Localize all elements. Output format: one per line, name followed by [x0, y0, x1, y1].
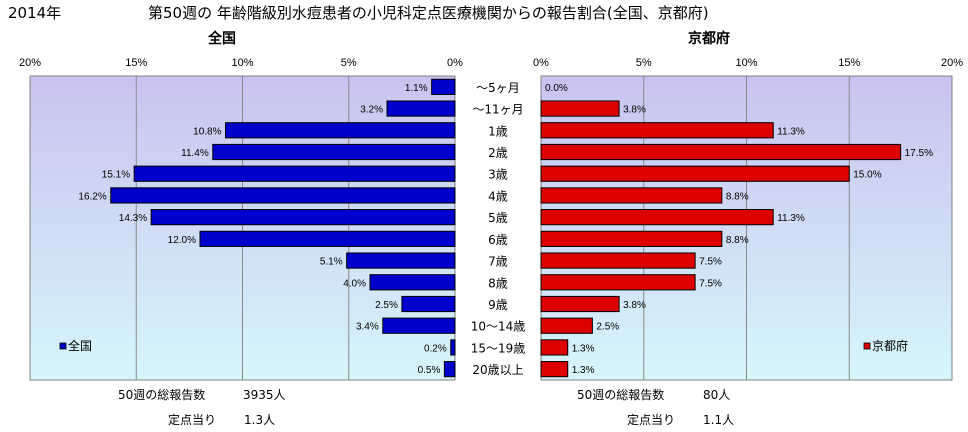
age-category-label: 20歳以上: [472, 363, 523, 377]
kyoto-data-label: 3.8%: [623, 105, 646, 116]
national-bar: [369, 274, 456, 291]
kyoto-data-label: 17.5%: [905, 148, 933, 159]
kyoto-per-value: 1.1人: [703, 413, 735, 427]
chart-year: 2014年: [8, 4, 62, 22]
kyoto-tick-label: 0%: [533, 57, 549, 69]
national-bar: [401, 295, 456, 313]
age-category-label: 6歳: [488, 233, 508, 247]
kyoto-tick-label: 10%: [735, 57, 757, 69]
kyoto-data-label: 15.0%: [853, 170, 881, 181]
kyoto-tick-label: 5%: [636, 57, 652, 69]
age-category-label: 2歳: [488, 146, 508, 160]
kyoto-data-label: 1.3%: [572, 343, 595, 354]
kyoto-bar: [540, 143, 902, 161]
national-tick-label: 15%: [125, 57, 147, 69]
age-category-label: 8歳: [488, 276, 508, 290]
national-data-label: 14.3%: [119, 213, 147, 224]
national-bar: [382, 317, 456, 334]
kyoto-bar: [540, 100, 620, 117]
kyoto-data-label: 7.5%: [699, 278, 722, 289]
age-category-label: 10～14歳: [471, 320, 526, 334]
national-data-label: 15.1%: [102, 170, 130, 181]
national-panel: 20% 15% 10% 5% 0% 1.1% 3.2% 10.8% 11.4% 15.1% 16.2…: [19, 57, 463, 381]
kyoto-bar: [540, 209, 774, 226]
national-total-value: 3935人: [243, 388, 286, 402]
national-bar: [133, 165, 456, 182]
national-bar: [225, 122, 456, 139]
kyoto-data-label: 11.3%: [777, 213, 805, 224]
kyoto-legend-label: 京都府: [872, 338, 908, 353]
kyoto-bar: [540, 361, 569, 378]
kyoto-bar: [540, 252, 696, 269]
national-data-label: 0.5%: [418, 365, 441, 376]
national-bar: [346, 252, 456, 269]
age-category-label: 7歳: [488, 255, 508, 269]
kyoto-legend-swatch: [863, 342, 871, 350]
national-legend-label: 全国: [68, 338, 92, 353]
kyoto-bar: [540, 317, 593, 334]
national-bar: [110, 187, 456, 204]
kyoto-data-label: 2.5%: [596, 322, 619, 333]
age-category-label: 5歳: [488, 211, 508, 225]
age-category-label: 9歳: [488, 298, 508, 312]
national-subtitle: 全国: [208, 31, 236, 47]
kyoto-data-label: 7.5%: [699, 257, 722, 268]
national-tick-label: 5%: [341, 57, 357, 69]
national-tick-label: 10%: [231, 57, 253, 69]
national-bar: [450, 339, 456, 356]
national-bar: [212, 143, 456, 161]
national-data-label: 0.2%: [424, 343, 447, 354]
national-bar: [386, 100, 456, 117]
national-legend-swatch: [59, 342, 67, 350]
age-category-labels: ～5ヶ月 ～11ヶ月 1歳 2歳 3歳 4歳 5歳 6歳 7歳 8歳 9歳 10～14歳 15～19歳 2…: [471, 81, 526, 377]
age-category-label: 15～19歳: [471, 341, 526, 355]
kyoto-total-value: 80人: [703, 388, 731, 402]
national-data-label: 16.2%: [78, 191, 106, 202]
national-bar: [443, 361, 456, 378]
kyoto-total-label: 50週の総報告数: [577, 388, 665, 402]
kyoto-bar: [540, 230, 723, 247]
kyoto-bar: [540, 274, 696, 291]
national-tick-label: 0%: [447, 57, 463, 69]
national-data-label: 5.1%: [320, 257, 343, 268]
age-category-label: 4歳: [488, 189, 508, 203]
kyoto-bar: [540, 122, 774, 139]
chart-title: 第50週の 年齢階級別水痘患者の小児科定点医療機関からの報告割合(全国、京都府): [148, 4, 709, 22]
age-category-label: ～11ヶ月: [472, 103, 523, 117]
age-category-label: 3歳: [488, 168, 508, 182]
kyoto-tick-label: 15%: [838, 57, 860, 69]
kyoto-bar: [540, 187, 723, 204]
national-bar: [199, 230, 456, 247]
kyoto-data-label: 0.0%: [545, 83, 568, 94]
kyoto-bar: [540, 339, 569, 356]
kyoto-data-label: 11.3%: [777, 126, 805, 137]
kyoto-bar: [540, 295, 620, 313]
age-category-label: ～5ヶ月: [476, 81, 520, 95]
national-per-label: 定点当り: [168, 413, 217, 427]
national-data-label: 1.1%: [405, 83, 428, 94]
national-bar: [150, 209, 456, 226]
kyoto-data-label: 1.3%: [572, 365, 595, 376]
national-data-label: 2.5%: [375, 300, 398, 311]
national-bar: [431, 78, 456, 95]
kyoto-data-label: 3.8%: [623, 300, 646, 311]
kyoto-panel: 0% 5% 10% 15% 20% 0.0% 3.8% 11.3% 17.5% 15.0% 8.8%…: [533, 57, 963, 381]
kyoto-per-label: 定点当り: [627, 413, 676, 427]
national-data-label: 10.8%: [193, 126, 221, 137]
age-category-label: 1歳: [488, 124, 508, 138]
kyoto-data-label: 8.8%: [726, 235, 749, 246]
national-tick-label: 20%: [19, 57, 41, 69]
national-per-value: 1.3人: [244, 413, 276, 427]
national-total-label: 50週の総報告数: [118, 388, 206, 402]
national-data-label: 3.2%: [360, 105, 383, 116]
kyoto-subtitle: 京都府: [688, 31, 730, 47]
kyoto-data-label: 8.8%: [726, 191, 749, 202]
national-data-label: 4.0%: [343, 278, 366, 289]
national-data-label: 11.4%: [181, 148, 209, 159]
kyoto-tick-label: 20%: [941, 57, 963, 69]
kyoto-bar: [540, 165, 850, 182]
national-data-label: 3.4%: [356, 322, 379, 333]
national-data-label: 12.0%: [168, 235, 196, 246]
